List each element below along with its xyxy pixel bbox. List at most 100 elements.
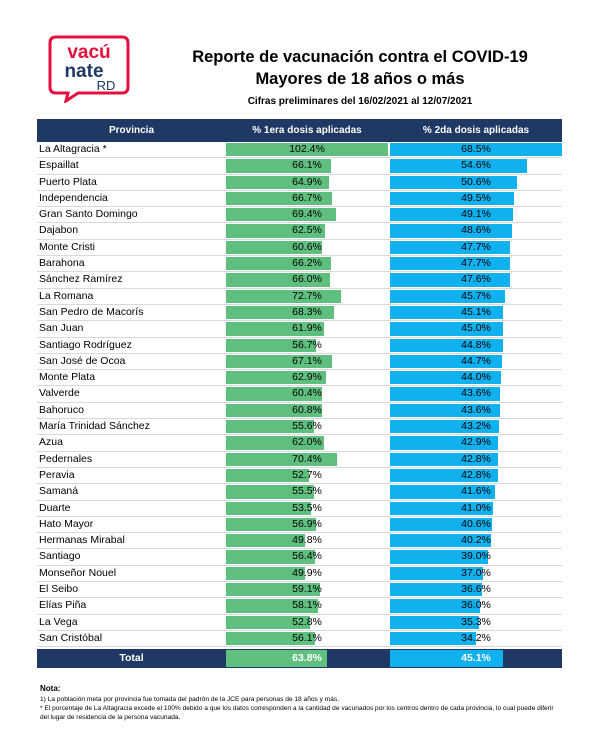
dose2-label: 43.2% xyxy=(461,420,491,433)
table-row: Pedernales 70.4% 42.8% xyxy=(37,452,562,468)
dose1-cell: 56.1% xyxy=(226,631,388,646)
province-name: Dajabon xyxy=(39,224,79,237)
dose1-label: 52.8% xyxy=(292,615,322,628)
dose1-cell: 102.4% xyxy=(226,142,388,157)
province-name: Independencia xyxy=(39,191,108,204)
province-name: Barahona xyxy=(39,257,85,270)
dose2-bar xyxy=(390,338,503,352)
province-name: María Trinidad Sánchez xyxy=(39,420,150,433)
dose2-cell: 36.6% xyxy=(390,582,562,597)
dose1-cell: 62.0% xyxy=(226,435,388,450)
dose1-label: 69.4% xyxy=(292,208,322,221)
dose2-cell: 36.0% xyxy=(390,598,562,613)
dose1-cell: 62.9% xyxy=(226,370,388,385)
table-row: Santiago 56.4% 39.0% xyxy=(37,549,562,566)
dose2-bar xyxy=(390,191,515,206)
dose2-cell: 40.6% xyxy=(390,517,562,532)
dose1-label: 70.4% xyxy=(292,452,322,465)
table-row: Samaná 55.5% 41.6% xyxy=(37,484,562,501)
notes-title: Nota: xyxy=(40,684,61,693)
dose1-bar xyxy=(226,387,322,401)
dose2-label: 42.9% xyxy=(461,436,491,449)
dose2-bar xyxy=(390,517,492,532)
dose1-label: 67.1% xyxy=(292,354,322,367)
dose2-cell: 43.6% xyxy=(390,403,562,418)
dose1-cell: 60.4% xyxy=(226,386,388,401)
table-row: Monte Plata 62.9% 44.0% xyxy=(37,370,562,387)
dose2-cell: 49.5% xyxy=(390,191,562,206)
dose1-cell: 56.7% xyxy=(226,338,388,353)
table-row: Peravia 52.7% 42.8% xyxy=(37,468,562,485)
dose1-bar xyxy=(226,566,305,581)
province-name: San Juan xyxy=(39,322,84,335)
dose1-label: 49.8% xyxy=(292,534,322,547)
dose2-cell: 45.7% xyxy=(390,289,562,304)
dose1-label: 59.1% xyxy=(292,583,322,596)
table-row: El Seibo 59.1% 36.6% xyxy=(37,582,562,599)
province-name: Monte Plata xyxy=(39,371,96,384)
dose2-bar xyxy=(390,305,504,320)
table-row: Valverde 60.4% 43.6% xyxy=(37,386,562,403)
total-label: Total xyxy=(119,652,144,665)
dose2-cell: 48.6% xyxy=(390,223,562,238)
dose1-cell: 56.9% xyxy=(226,517,388,532)
province-name: Santiago Rodríguez xyxy=(39,338,132,351)
dose2-label: 43.6% xyxy=(461,387,491,400)
table-row: Hato Mayor 56.9% 40.6% xyxy=(37,517,562,534)
dose1-label: 64.9% xyxy=(292,175,322,188)
dose2-cell: 44.0% xyxy=(390,370,562,385)
dose2-label: 42.8% xyxy=(461,452,491,465)
province-name: Samaná xyxy=(39,485,79,498)
dose1-bar xyxy=(226,208,336,222)
dose2-label: 43.6% xyxy=(461,403,491,416)
date-range: Cifras preliminares del 16/02/2021 al 12… xyxy=(247,96,473,107)
dose2-cell: 45.1% xyxy=(390,305,562,320)
dose1-bar xyxy=(226,631,315,646)
dose2-label: 48.6% xyxy=(461,224,491,237)
dose2-cell: 39.0% xyxy=(390,549,562,564)
dose1-bar xyxy=(226,273,331,287)
table-row: San Cristóbal 56.1% 34.2% xyxy=(37,631,562,648)
total-dose2-cell: 45.1% xyxy=(390,649,562,668)
dose2-label: 45.1% xyxy=(461,305,491,318)
logo-line2: nate xyxy=(64,61,103,82)
dose1-label: 53.5% xyxy=(292,501,322,514)
dose1-cell: 68.3% xyxy=(226,305,388,320)
table-header: Provincia % 1era dosis aplicadas % 2da d… xyxy=(37,119,562,142)
dose1-bar xyxy=(226,534,305,548)
province-name: Azua xyxy=(39,436,63,449)
dose2-bar xyxy=(390,615,479,629)
dose1-cell: 61.9% xyxy=(226,321,388,336)
province-name: Peravia xyxy=(39,468,75,481)
table-row: Duarte 53.5% 41.0% xyxy=(37,501,562,517)
table-row: Independencia 66.7% 49.5% xyxy=(37,191,562,208)
dose1-cell: 49.8% xyxy=(226,533,388,548)
dose1-label: 60.6% xyxy=(292,240,322,253)
dose1-bar xyxy=(226,354,333,369)
dose1-bar xyxy=(226,403,323,418)
dose2-label: 45.0% xyxy=(461,322,491,335)
dose2-label: 39.0% xyxy=(461,550,491,563)
province-name: Pedernales xyxy=(39,452,93,465)
province-name: San José de Ocoa xyxy=(39,354,126,367)
dose1-cell: 56.4% xyxy=(226,549,388,564)
dose2-bar xyxy=(390,289,505,303)
dose1-bar xyxy=(226,257,331,271)
dose1-label: 55.6% xyxy=(292,420,322,433)
dose1-cell: 64.9% xyxy=(226,175,388,190)
table-row: Monseñor Nouel 49.9% 37.0% xyxy=(37,566,562,583)
province-name: Duarte xyxy=(39,501,71,514)
dose1-label: 62.0% xyxy=(292,436,322,449)
dose1-cell: 58.1% xyxy=(226,598,388,613)
table-row: La Romana 72.7% 45.7% xyxy=(37,289,562,305)
dose2-bar xyxy=(390,354,503,369)
dose1-cell: 55.6% xyxy=(226,419,388,434)
dose1-cell: 60.8% xyxy=(226,403,388,418)
dose1-bar xyxy=(226,420,314,434)
dose1-bar xyxy=(226,615,310,629)
table-row: Sánchez Ramírez 66.0% 47.6% xyxy=(37,272,562,289)
dose1-label: 52.7% xyxy=(292,468,322,481)
dose1-bar xyxy=(226,240,322,255)
dose2-bar xyxy=(390,550,488,564)
vacunate-rd-logo: vacú nate RD xyxy=(48,35,130,103)
